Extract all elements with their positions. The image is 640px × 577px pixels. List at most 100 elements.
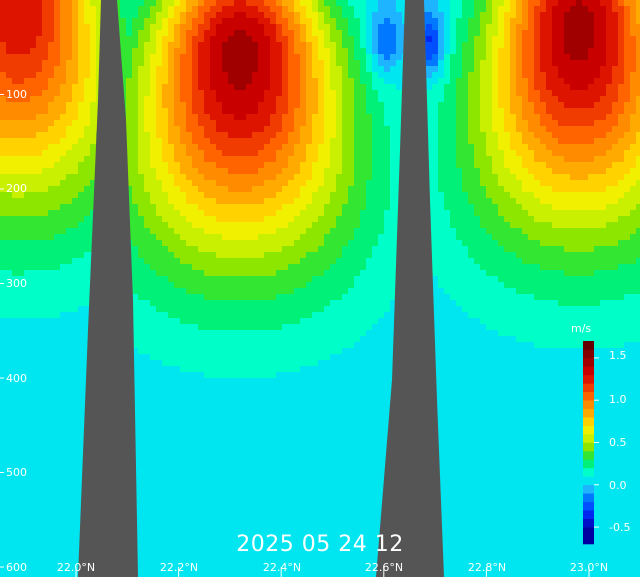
contour-cell [216,276,223,283]
contour-cell [342,12,349,19]
contour-cell [324,174,331,181]
contour-cell [390,276,397,283]
contour-cell [450,246,457,253]
contour-cell [396,12,403,19]
contour-cell [294,108,301,115]
contour-cell [474,198,481,205]
contour-cell [270,12,277,19]
contour-cell [636,84,640,91]
contour-cell [432,84,439,91]
contour-cell [138,252,145,259]
contour-cell [66,174,73,181]
contour-cell [342,204,349,211]
contour-cell [54,174,61,181]
contour-cell [630,132,637,139]
contour-cell [144,90,151,97]
contour-cell [192,240,199,247]
contour-cell [318,240,325,247]
contour-cell [90,138,97,145]
contour-cell [138,102,145,109]
contour-cell [432,42,439,49]
contour-cell [456,156,463,163]
contour-cell [306,198,313,205]
contour-cell [576,210,583,217]
contour-cell [12,210,19,217]
contour-cell [438,126,445,133]
contour-cell [360,180,367,187]
contour-cell [84,126,91,133]
contour-cell [132,144,139,151]
contour-cell [558,72,565,79]
contour-cell [528,180,535,187]
contour-cell [384,180,391,187]
contour-cell [594,66,601,73]
contour-cell [234,168,241,175]
contour-cell [624,30,631,37]
contour-cell [228,240,235,247]
contour-cell [222,6,229,13]
contour-cell [576,102,583,109]
contour-cell [324,210,331,217]
contour-cell [276,0,283,7]
contour-cell [348,84,355,91]
contour-cell [582,102,589,109]
contour-cell [48,204,55,211]
contour-cell [372,126,379,133]
contour-cell [468,0,475,7]
contour-cell [444,138,451,145]
contour-cell [564,222,571,229]
contour-cell [498,132,505,139]
contour-cell [282,150,289,157]
contour-cell [192,114,199,121]
contour-cell [246,150,253,157]
contour-cell [168,42,175,49]
contour-cell [0,270,7,277]
contour-cell [510,24,517,31]
contour-cell [384,258,391,265]
contour-cell [258,204,265,211]
contour-cell [30,6,37,13]
contour-cell [558,258,565,265]
contour-cell [234,162,241,169]
contour-cell [636,120,640,127]
contour-cell [318,36,325,43]
contour-cell [588,0,595,7]
contour-cell [366,18,373,25]
contour-cell [600,54,607,61]
contour-cell [18,36,25,43]
contour-cell [558,48,565,55]
contour-cell [474,228,481,235]
contour-cell [132,228,139,235]
contour-cell [396,156,403,163]
contour-cell [558,168,565,175]
contour-cell [570,210,577,217]
contour-cell [462,198,469,205]
contour-cell [216,96,223,103]
contour-cell [348,156,355,163]
contour-cell [528,198,535,205]
contour-cell [78,0,85,7]
contour-cell [288,60,295,67]
contour-cell [378,24,385,31]
contour-cell [630,48,637,55]
contour-cell [480,186,487,193]
contour-cell [318,198,325,205]
contour-cell [588,114,595,121]
contour-cell [486,186,493,193]
contour-cell [78,48,85,55]
contour-cell [504,48,511,55]
contour-cell [552,150,559,157]
contour-cell [558,78,565,85]
contour-cell [210,216,217,223]
contour-cell [378,186,385,193]
contour-cell [168,138,175,145]
contour-cell [384,198,391,205]
contour-cell [630,138,637,145]
contour-cell [456,138,463,145]
contour-cell [24,138,31,145]
contour-cell [312,12,319,19]
contour-cell [354,264,361,271]
contour-cell [42,90,49,97]
contour-cell [90,156,97,163]
contour-cell [264,30,271,37]
